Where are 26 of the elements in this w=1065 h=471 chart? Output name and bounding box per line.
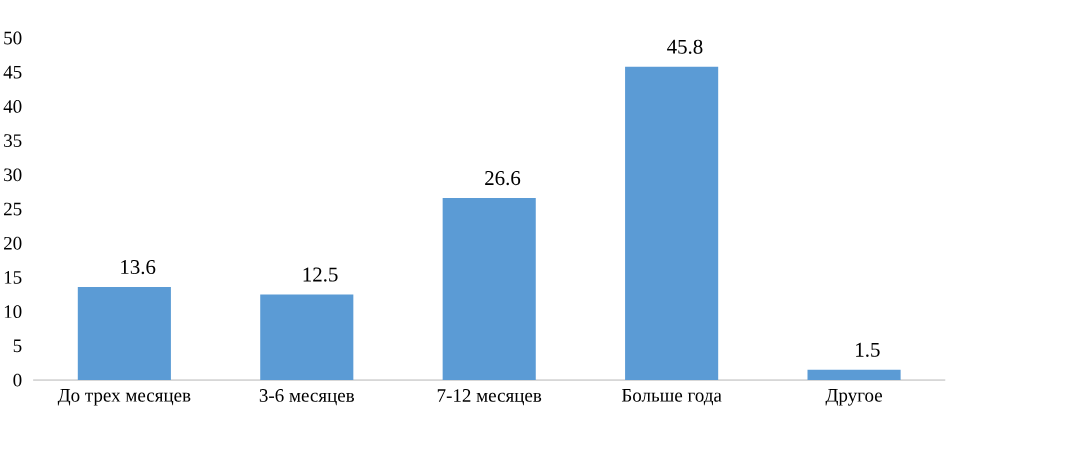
x-tick-label: Больше года <box>621 388 722 406</box>
bar <box>260 294 354 380</box>
x-tick-label: Другое <box>825 388 882 406</box>
bar <box>807 369 901 380</box>
y-tick-label: 40 <box>3 99 22 113</box>
y-tick-label: 35 <box>4 134 22 147</box>
bar <box>625 66 719 380</box>
y-tick-label: 50 <box>4 31 22 45</box>
data-label: 26.6 <box>485 170 521 186</box>
bar <box>442 197 536 380</box>
data-label: 1.5 <box>856 342 880 357</box>
y-tick-label: 10 <box>4 305 22 318</box>
x-tick-label: 7-12 месяцев <box>437 388 542 406</box>
data-label: 13.6 <box>121 259 156 275</box>
y-tick-label: 15 <box>4 270 22 284</box>
y-tick-label: 0 <box>13 373 22 387</box>
y-tick-label: 45 <box>3 65 22 79</box>
y-tick-label: 5 <box>13 339 22 353</box>
bar <box>77 286 171 380</box>
data-label: 45.8 <box>667 39 703 54</box>
y-tick-label: 20 <box>4 236 22 250</box>
y-tick-label: 25 <box>4 202 22 216</box>
x-tick-label: До трех месяцев <box>57 388 191 406</box>
x-tick-label: 3-6 месяцев <box>259 388 354 406</box>
data-label: 12.5 <box>303 267 338 282</box>
y-tick-label: 30 <box>4 168 22 182</box>
